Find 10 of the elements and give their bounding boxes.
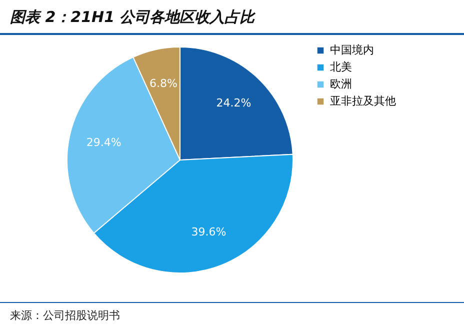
legend-label: 北美 [330,60,352,74]
legend-label: 欧洲 [330,78,352,90]
data-label: 39.6% [191,226,226,239]
legend-label: 亚非拉及其他 [330,94,396,108]
source-note: 来源：公司招股说明书 [10,308,120,323]
data-label: 24.2% [216,96,252,110]
data-label: 29.4% [86,136,122,149]
chart-title: 图表 2：21H1 公司各地区收入占比 [10,8,255,27]
data-label: 6.8% [149,76,178,90]
legend-label: 中国境内 [330,44,374,56]
